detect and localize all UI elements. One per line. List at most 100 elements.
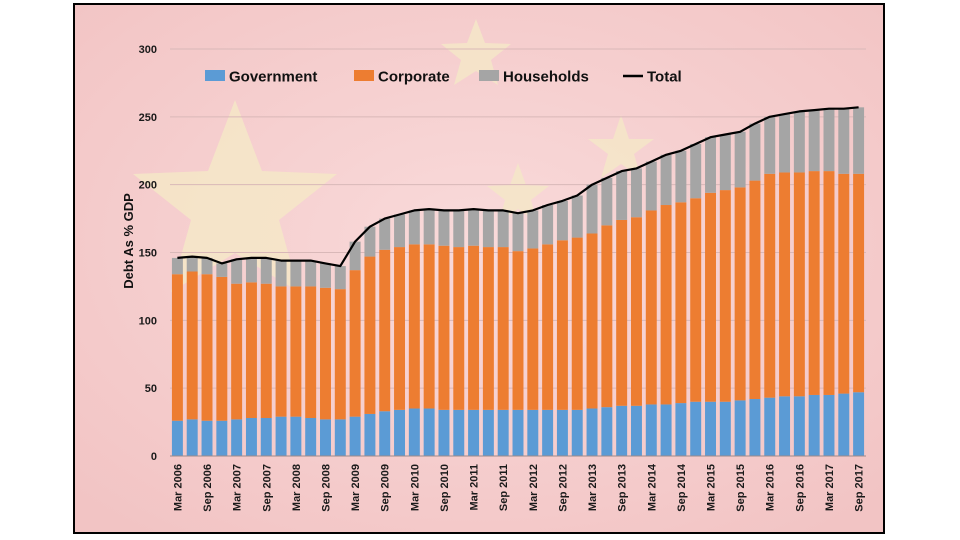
bar-households [705, 137, 716, 193]
bar-corporate [779, 172, 791, 397]
bar-government [260, 418, 272, 456]
bar-households [482, 210, 494, 248]
bar-households [749, 123, 761, 181]
bar-households [275, 260, 287, 287]
bar-households [320, 263, 331, 288]
bar-government [793, 396, 805, 456]
legend-label-households: Households [503, 69, 589, 86]
bar-households [186, 256, 198, 272]
legend-swatch-government [205, 70, 225, 81]
bar-government [749, 399, 761, 456]
x-tick-label: Sep 2014 [676, 463, 688, 512]
y-tick-label: 250 [139, 112, 157, 124]
legend-label-government: Government [229, 69, 317, 86]
x-tick-label: Sep 2013 [617, 464, 629, 512]
bar-corporate [823, 171, 835, 395]
bar-households [793, 111, 805, 173]
bar-households [379, 218, 391, 250]
bar-households [438, 210, 450, 246]
bar-government [808, 394, 820, 456]
bar-government [423, 408, 435, 456]
bar-government [497, 409, 509, 456]
x-tick-label: Sep 2010 [439, 464, 451, 512]
legend: Government Corporate Households Total [205, 69, 682, 86]
bar-corporate [334, 289, 346, 420]
bar-corporate [320, 287, 331, 420]
x-tick-label: Sep 2012 [557, 464, 569, 512]
x-tick-label: Mar 2009 [350, 464, 362, 511]
bar-households [616, 171, 628, 220]
bar-households [245, 257, 257, 283]
bar-households [527, 210, 539, 249]
bar-corporate [275, 286, 287, 417]
bar-households [675, 150, 687, 203]
bar-households [823, 108, 835, 172]
bar-corporate [245, 282, 257, 419]
bar-government [630, 405, 642, 456]
bar-government [408, 408, 420, 456]
bar-households [838, 108, 850, 174]
bar-corporate [305, 286, 317, 419]
bar-corporate [512, 251, 524, 410]
bar-households [231, 259, 243, 284]
bar-corporate [601, 225, 613, 408]
total-line-layer [177, 106, 859, 268]
y-tick-label: 300 [139, 44, 157, 56]
x-tick-label: Mar 2015 [706, 464, 718, 511]
bar-corporate [394, 247, 406, 410]
bar-government [705, 401, 716, 456]
x-axis: Mar 2006 Sep 2006 Mar 2007 Sep 2007 Mar 2008… [170, 455, 866, 512]
bar-government [690, 401, 702, 456]
bar-government [379, 411, 391, 456]
bar-corporate [260, 283, 272, 419]
bar-government [571, 409, 583, 456]
bar-households [171, 257, 183, 275]
bar-corporate [216, 276, 228, 421]
bar-corporate [793, 172, 805, 397]
bar-government [349, 416, 361, 456]
bar-government [542, 409, 554, 456]
bar-corporate [630, 217, 642, 406]
bar-government [245, 418, 257, 456]
bar-households [734, 131, 746, 188]
bar-corporate [186, 271, 198, 420]
bar-households [453, 210, 465, 248]
bar-government [201, 420, 213, 456]
bar-households [586, 184, 598, 234]
bar-households [468, 209, 480, 246]
x-tick-label: Sep 2009 [380, 464, 392, 512]
bar-corporate [764, 173, 776, 398]
bar-households [260, 257, 272, 284]
x-tick-label: Mar 2013 [587, 464, 599, 511]
legend-swatch-corporate [354, 70, 374, 81]
bar-corporate [660, 205, 672, 405]
bar-government [453, 409, 465, 456]
x-tick-label: Sep 2007 [261, 464, 273, 512]
bar-corporate [853, 173, 865, 393]
x-tick-label: Mar 2014 [646, 463, 658, 511]
bar-corporate [201, 274, 213, 421]
y-axis-label: Debt As % GDP [121, 193, 136, 289]
legend-label-total: Total [647, 69, 682, 86]
bar-corporate [645, 210, 657, 405]
bar-government [320, 419, 331, 456]
x-tick-label: Mar 2011 [469, 464, 481, 510]
bar-households [364, 226, 376, 257]
bar-government [305, 418, 317, 456]
bar-government [779, 396, 791, 456]
bar-government [556, 409, 568, 456]
bar-government [364, 413, 376, 456]
bar-households [290, 260, 302, 287]
bar-government [482, 409, 494, 456]
bar-households [690, 143, 702, 199]
bar-corporate [705, 192, 716, 402]
bar-corporate [423, 244, 435, 409]
legend-swatch-households [479, 70, 499, 81]
bar-government [468, 409, 480, 456]
x-tick-label: Mar 2010 [409, 464, 421, 511]
x-tick-label: Mar 2007 [232, 464, 244, 511]
bar-households [349, 241, 361, 271]
bar-government [586, 408, 598, 456]
bar-corporate [438, 245, 450, 410]
bar-households [719, 134, 731, 191]
